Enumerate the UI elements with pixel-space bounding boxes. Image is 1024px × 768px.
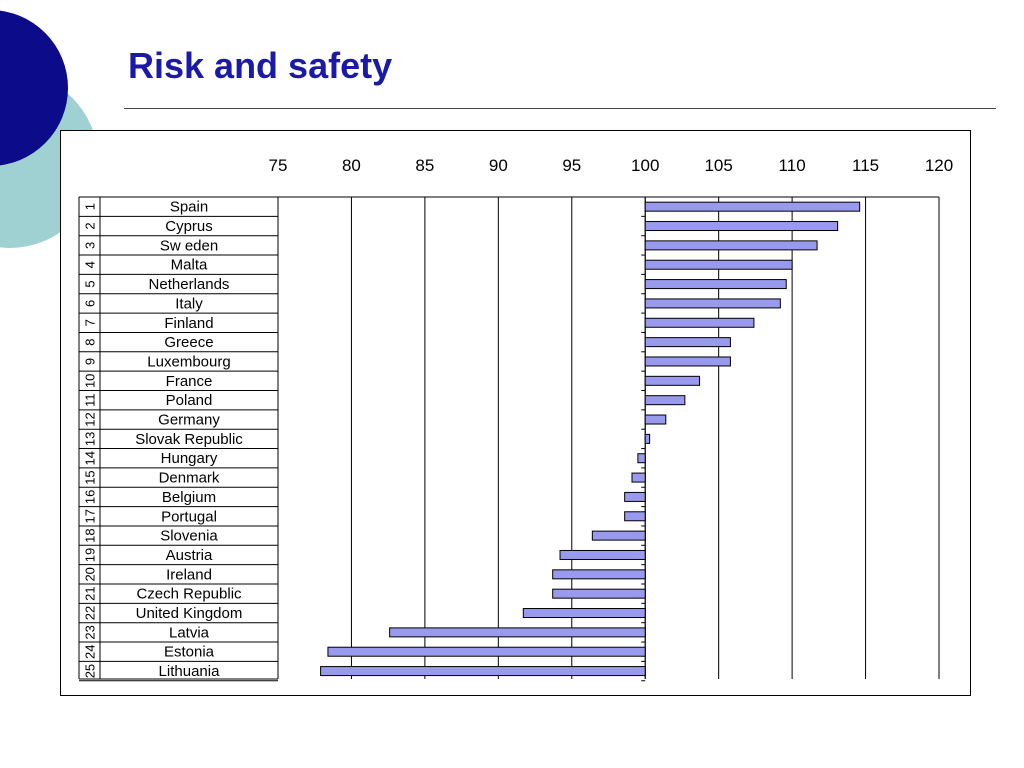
bar (591, 530, 646, 541)
chart-frame: 75 80 85 90 95 100 105 110 115 120 1 Spain 2 Cyprus 3 S… (60, 130, 971, 696)
category-label: Denmark (159, 470, 220, 487)
bar (637, 453, 646, 464)
bar (644, 259, 793, 270)
rank-label: 13 (83, 432, 98, 446)
bar (624, 511, 646, 522)
category-label: Germany (158, 412, 220, 429)
rank-label: 3 (83, 242, 98, 249)
rank-label: 4 (83, 261, 98, 268)
bar (644, 298, 781, 309)
x-tick-label: 105 (704, 156, 732, 175)
x-tick-label: 120 (925, 156, 953, 175)
rank-label: 18 (83, 528, 98, 542)
rank-label: 21 (83, 586, 98, 600)
bar (644, 240, 818, 251)
bar (644, 221, 839, 232)
category-label: Estonia (164, 644, 215, 661)
bar (559, 549, 646, 560)
rank-label: 25 (83, 664, 98, 678)
bar (644, 433, 651, 444)
rank-label: 12 (83, 412, 98, 426)
rank-label: 7 (83, 319, 98, 326)
bar (644, 279, 787, 290)
category-label: Malta (171, 257, 208, 274)
x-tick-label: 115 (852, 156, 879, 175)
rank-label: 6 (83, 300, 98, 307)
dark-circle-decoration (0, 10, 68, 166)
category-label: Greece (164, 334, 213, 351)
rank-label: 2 (83, 222, 98, 229)
x-tick-label: 75 (269, 156, 288, 175)
x-tick-label: 85 (415, 156, 434, 175)
rank-label: 19 (83, 548, 98, 562)
category-label: Austria (166, 547, 213, 564)
bar (644, 337, 731, 348)
rank-label: 22 (83, 606, 98, 620)
category-label: Poland (166, 392, 213, 409)
x-tick-label: 90 (489, 156, 508, 175)
rank-label: 9 (83, 358, 98, 365)
category-label: Cyprus (165, 218, 213, 235)
rank-label: 15 (83, 470, 98, 484)
category-label: Sw eden (160, 237, 218, 254)
bar (389, 627, 646, 638)
category-label: Slovak Republic (135, 431, 243, 448)
bar (624, 491, 646, 502)
category-label: Hungary (161, 450, 218, 467)
bar (552, 588, 646, 599)
x-tick-label: 80 (342, 156, 361, 175)
category-label: United Kingdom (136, 605, 243, 622)
category-label: Ireland (166, 566, 212, 583)
rank-label: 16 (83, 490, 98, 504)
category-label: Italy (175, 295, 203, 312)
rank-label: 17 (83, 509, 98, 523)
category-label: Slovenia (160, 528, 218, 545)
category-label: Luxembourg (147, 353, 230, 370)
rank-label: 1 (83, 203, 98, 210)
title-divider (124, 108, 996, 109)
category-label: Belgium (162, 489, 216, 506)
bar (552, 569, 646, 580)
category-label: Finland (164, 315, 213, 332)
bar (644, 375, 701, 386)
page-title: Risk and safety (128, 45, 393, 86)
category-label: Lithuania (159, 663, 221, 680)
bar (644, 317, 755, 328)
rank-label: 5 (83, 280, 98, 287)
x-tick-label: 110 (779, 156, 806, 175)
x-tick-label: 100 (631, 156, 659, 175)
bar (320, 666, 646, 677)
rank-label: 20 (83, 567, 98, 581)
rank-label: 11 (83, 393, 98, 407)
bar (644, 201, 861, 212)
rank-label: 14 (83, 451, 98, 465)
category-label: Latvia (169, 624, 210, 641)
rank-label: 8 (83, 339, 98, 346)
bar (644, 356, 731, 367)
category-label: Spain (170, 199, 208, 216)
category-label: France (166, 373, 213, 390)
category-label: Portugal (161, 508, 217, 525)
bar (644, 414, 667, 425)
rank-label: 10 (83, 374, 98, 388)
rank-label: 24 (83, 644, 98, 658)
bar (644, 395, 686, 406)
bar (522, 608, 646, 619)
x-tick-label: 95 (562, 156, 581, 175)
bar (327, 646, 646, 657)
rank-label: 23 (83, 625, 98, 639)
category-label: Czech Republic (136, 586, 242, 603)
bar (631, 472, 646, 483)
category-label: Netherlands (149, 276, 230, 293)
